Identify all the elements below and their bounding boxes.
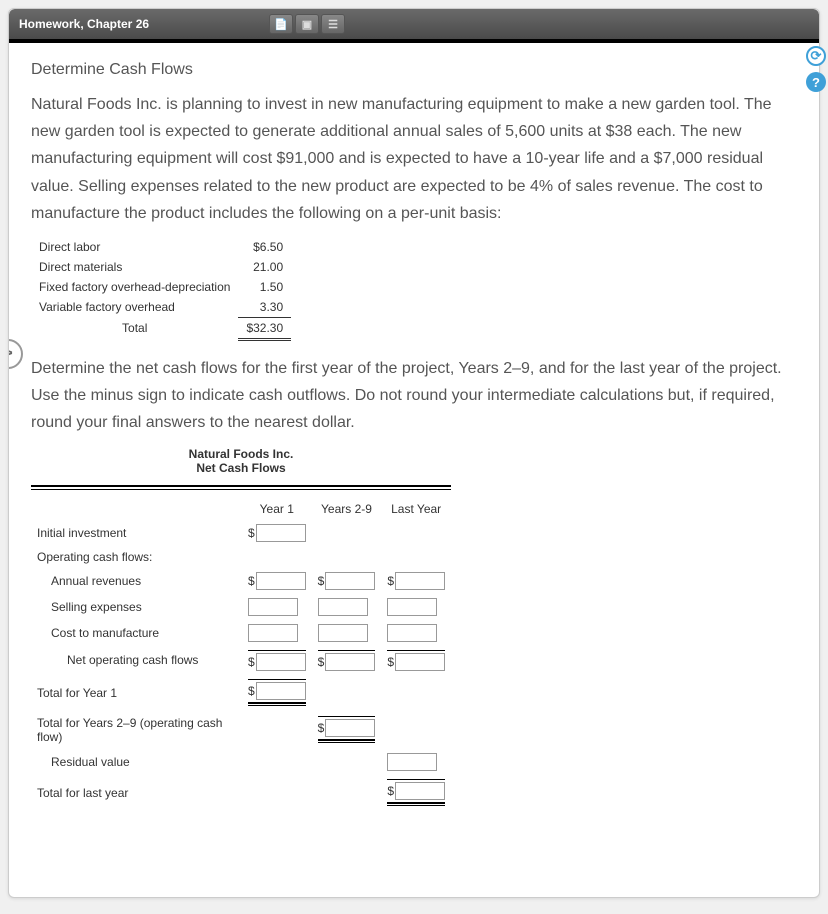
input-cost-y1[interactable] <box>248 624 298 642</box>
col-lastyear: Last Year <box>381 498 451 520</box>
col-years29: Years 2-9 <box>312 498 382 520</box>
input-initial-y1[interactable] <box>256 524 306 542</box>
col-year1: Year 1 <box>242 498 312 520</box>
header-bar: Homework, Chapter 26 📄 ▣ ☰ <box>9 9 819 39</box>
input-total-y29[interactable] <box>325 719 375 737</box>
rule <box>31 485 451 487</box>
cost-row: Fixed factory overhead-depreciation1.50 <box>31 277 291 297</box>
row-residual: Residual value <box>31 749 451 775</box>
header-toolbar: 📄 ▣ ☰ <box>269 14 345 34</box>
input-rev-y29[interactable] <box>325 572 375 590</box>
input-netop-y29[interactable] <box>325 653 375 671</box>
toolbar-icon-1[interactable]: 📄 <box>269 14 293 34</box>
input-rev-y1[interactable] <box>256 572 306 590</box>
row-operating-header: Operating cash flows: <box>31 546 451 568</box>
row-annual-revenues: Annual revenues $ $ $ <box>31 568 451 594</box>
header-row: Year 1 Years 2-9 Last Year <box>31 498 451 520</box>
cost-table: Direct labor$6.50 Direct materials21.00 … <box>31 237 291 341</box>
cost-row: Variable factory overhead3.30 <box>31 297 291 318</box>
row-total-y1: Total for Year 1 $ <box>31 675 451 712</box>
row-selling-expenses: Selling expenses <box>31 594 451 620</box>
row-total-y29: Total for Years 2–9 (operating cash flow… <box>31 712 451 749</box>
row-initial-investment: Initial investment $ <box>31 520 451 546</box>
input-sell-y29[interactable] <box>318 598 368 616</box>
input-residual[interactable] <box>387 753 437 771</box>
toolbar-icon-3[interactable]: ☰ <box>321 14 345 34</box>
row-net-operating: Net operating cash flows $ $ $ <box>31 646 451 675</box>
input-total-y1[interactable] <box>256 682 306 700</box>
cash-flows-section: Natural Foods Inc. Net Cash Flows Year 1… <box>31 447 451 812</box>
company-name: Natural Foods Inc. <box>31 447 451 461</box>
problem-paragraph-2: Determine the net cash flows for the fir… <box>31 355 797 437</box>
input-cost-last[interactable] <box>387 624 437 642</box>
input-rev-last[interactable] <box>395 572 445 590</box>
cash-flows-table: Year 1 Years 2-9 Last Year Initial inves… <box>31 498 451 812</box>
input-total-last[interactable] <box>395 782 445 800</box>
cost-row: Direct materials21.00 <box>31 257 291 277</box>
help-icon[interactable]: ? <box>806 72 826 92</box>
input-netop-last[interactable] <box>395 653 445 671</box>
input-sell-y1[interactable] <box>248 598 298 616</box>
header-title: Homework, Chapter 26 <box>19 17 269 31</box>
section-title: Determine Cash Flows <box>31 61 797 79</box>
toolbar-icon-2[interactable]: ▣ <box>295 14 319 34</box>
refresh-icon[interactable]: ⟳ <box>806 46 826 66</box>
row-cost-manufacture: Cost to manufacture <box>31 620 451 646</box>
input-netop-y1[interactable] <box>256 653 306 671</box>
main-panel: Homework, Chapter 26 📄 ▣ ☰ > Determine C… <box>8 8 820 898</box>
input-sell-last[interactable] <box>387 598 437 616</box>
content-area: Determine Cash Flows Natural Foods Inc. … <box>9 43 819 897</box>
problem-paragraph-1: Natural Foods Inc. is planning to invest… <box>31 91 797 227</box>
table-title: Net Cash Flows <box>31 461 451 475</box>
row-total-last: Total for last year $ <box>31 775 451 812</box>
cost-row: Direct labor$6.50 <box>31 237 291 257</box>
cost-total-row: Total$32.30 <box>31 317 291 339</box>
rule <box>31 489 451 490</box>
input-cost-y29[interactable] <box>318 624 368 642</box>
